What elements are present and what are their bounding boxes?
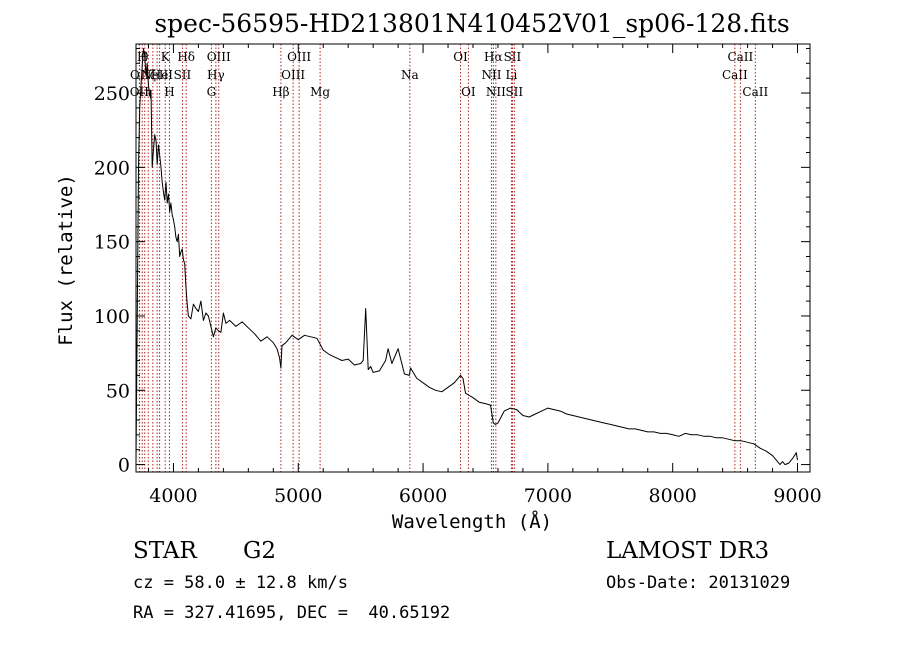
line-marker-label-9: H <box>164 85 174 99</box>
line-marker-label-18: Mg <box>310 85 330 99</box>
line-marker-label-8: K <box>161 50 171 64</box>
obs-date: Obs-Date: 20131029 <box>606 573 791 593</box>
x-tick-label-1: 5000 <box>274 485 322 507</box>
line-marker-label-19: Na <box>401 68 419 82</box>
y-axis: 0 50 100 150 200 250 <box>94 47 810 477</box>
x-tick-label-5: 9000 <box>773 485 821 507</box>
x-axis: 4000 5000 6000 7000 8000 9000 <box>147 44 822 507</box>
plot-frame <box>135 43 811 473</box>
line-marker-label-11: Hδ <box>177 50 195 64</box>
x-tick-label-3: 7000 <box>524 485 572 507</box>
line-marker-label-13: Hγ <box>207 68 225 82</box>
line-marker-label-7: He <box>151 68 169 82</box>
line-marker-label-25: Li <box>506 68 518 82</box>
line-marker-label-30: CaII <box>742 85 768 99</box>
coordinates-text: RA = 327.41695, DEC = 40.65192 <box>133 603 451 623</box>
y-tick-label-5: 250 <box>94 83 130 105</box>
line-marker-label-2: H <box>137 50 147 64</box>
y-tick-label-2: 100 <box>94 306 130 328</box>
line-marker-label-5: ζ <box>150 68 157 82</box>
line-marker-label-17: OIII <box>287 50 311 64</box>
line-marker-label-12: G <box>207 85 217 99</box>
line-marker-label-29: CaII <box>727 50 753 64</box>
spectrum-series <box>135 48 798 466</box>
x-axis-label: Wavelength (Å) <box>392 510 552 533</box>
y-tick-label-4: 200 <box>94 157 130 179</box>
x-tick-label-4: 8000 <box>649 485 697 507</box>
y-tick-label-3: 150 <box>94 232 130 254</box>
line-marker-label-24: NII <box>486 85 506 99</box>
x-tick-label-2: 6000 <box>399 485 447 507</box>
subclass: G2 <box>243 538 277 564</box>
line-marker-label-1: OII <box>130 68 150 82</box>
object-class: STAR <box>133 538 197 564</box>
line-marker-label-20: OI <box>453 50 468 64</box>
line-marker-label-14: OIII <box>207 50 231 64</box>
line-marker-label-10: SII <box>174 68 192 82</box>
y-axis-label: Flux (relative) <box>55 174 77 346</box>
line-marker-label-15: Hβ <box>272 85 289 99</box>
y-tick-label-0: 0 <box>118 455 130 477</box>
redshift-text: cz = 58.0 ± 12.8 km/s <box>133 573 348 593</box>
line-marker-label-0: OII <box>130 85 150 99</box>
spectral-line-markers: OIIOIIHθηζNeIIIHeKHSIIHδGHγOIIIHβOIIIOII… <box>130 44 768 472</box>
line-marker-label-27: SII <box>505 85 523 99</box>
line-marker-label-16: OIII <box>281 68 305 82</box>
line-marker-label-26: SII <box>504 50 522 64</box>
spectrum-line-0 <box>135 48 798 466</box>
x-tick-label-0: 4000 <box>149 485 197 507</box>
chart-title: spec-56595-HD213801N410452V01_sp06-128.f… <box>154 9 789 38</box>
line-marker-label-6: NeIII <box>141 68 173 82</box>
line-marker-label-21: OI <box>461 85 476 99</box>
y-tick-label-1: 50 <box>106 380 130 402</box>
line-marker-label-23: Hα <box>484 50 503 64</box>
line-marker-label-4: η <box>145 85 152 99</box>
line-marker-label-28: CaII <box>722 68 748 82</box>
survey-name: LAMOST DR3 <box>606 538 770 564</box>
line-marker-label-22: NII <box>481 68 501 82</box>
